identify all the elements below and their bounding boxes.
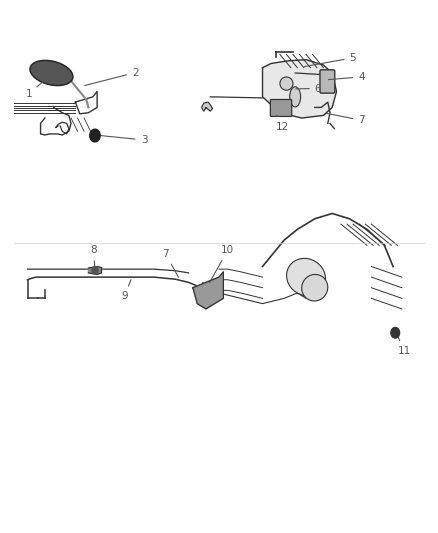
Text: 7: 7 — [162, 249, 179, 277]
Polygon shape — [262, 60, 336, 118]
FancyBboxPatch shape — [270, 100, 292, 116]
Text: 7: 7 — [326, 114, 365, 125]
Polygon shape — [88, 266, 102, 274]
Text: 2: 2 — [85, 68, 138, 85]
Ellipse shape — [30, 60, 73, 86]
Text: 12: 12 — [276, 115, 289, 132]
Text: 10: 10 — [209, 245, 234, 282]
Text: 1: 1 — [25, 76, 49, 99]
FancyBboxPatch shape — [320, 70, 335, 93]
Ellipse shape — [286, 259, 325, 296]
Text: 5: 5 — [304, 53, 356, 67]
Text: 8: 8 — [91, 245, 97, 270]
Text: 6: 6 — [296, 84, 321, 93]
Circle shape — [90, 129, 100, 142]
Circle shape — [391, 327, 399, 338]
Circle shape — [92, 266, 98, 274]
Text: 11: 11 — [396, 333, 411, 356]
Text: 3: 3 — [98, 135, 147, 145]
Text: 9: 9 — [121, 280, 131, 301]
Ellipse shape — [302, 274, 328, 301]
Text: 4: 4 — [328, 72, 365, 82]
Ellipse shape — [290, 87, 300, 107]
Ellipse shape — [280, 77, 293, 90]
Polygon shape — [193, 272, 223, 309]
Polygon shape — [201, 102, 212, 111]
